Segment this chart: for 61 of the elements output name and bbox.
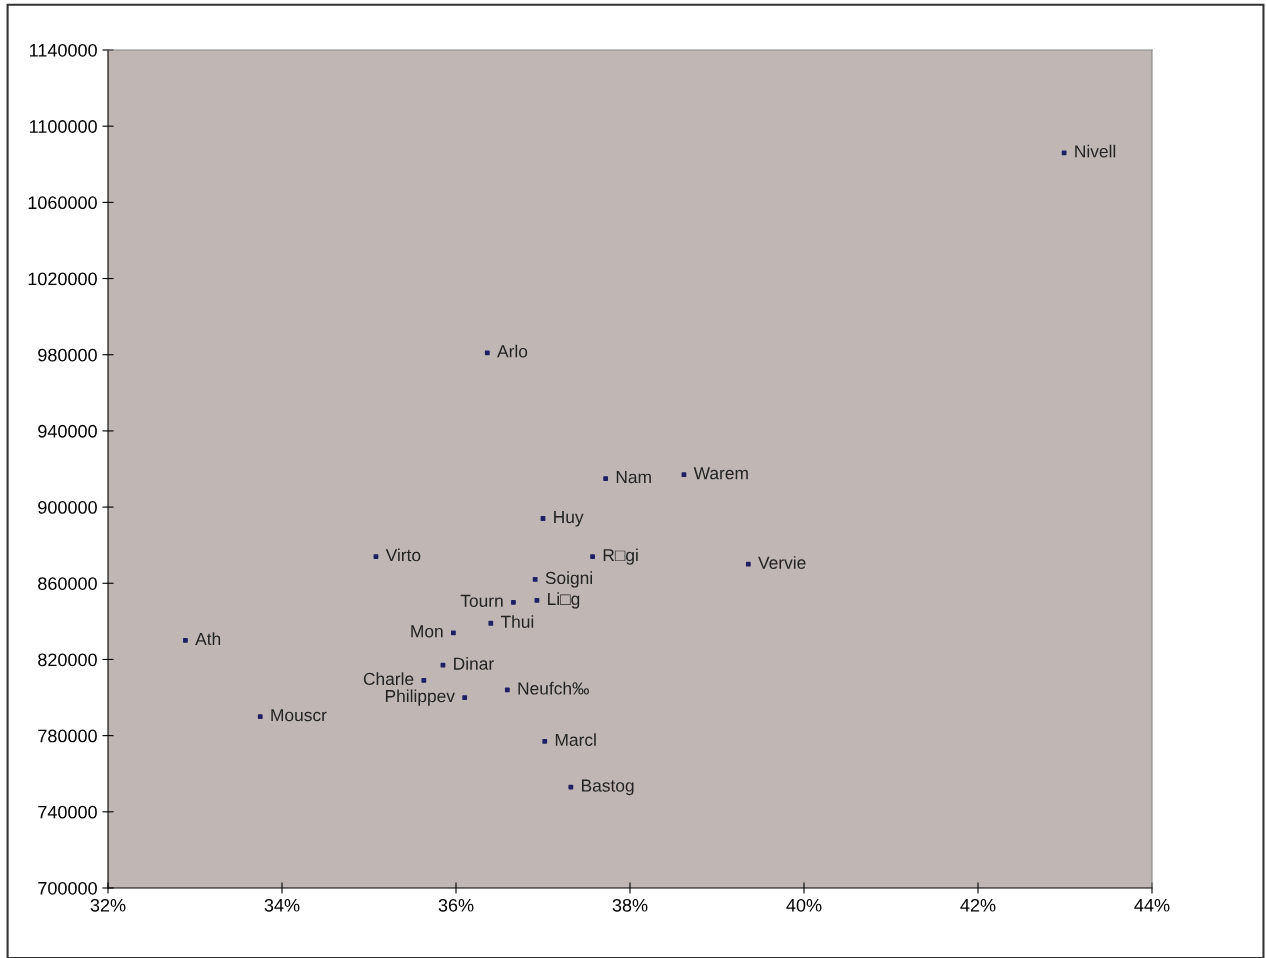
point (440, 662, 446, 668)
data-label: Mon (411, 625, 443, 638)
data-label: Charle (363, 672, 414, 686)
x-tick-label: 36% (438, 898, 474, 912)
point (488, 620, 494, 626)
point (421, 678, 427, 683)
point (450, 630, 456, 636)
point (745, 561, 751, 567)
point (540, 516, 546, 521)
y-tick-label: 860000 (38, 577, 97, 590)
x-tick-label: 44% (1134, 898, 1170, 912)
point (504, 687, 510, 693)
x-tick-label: 38% (612, 898, 648, 912)
y-tick-label: 1140000 (30, 43, 97, 57)
y-tick-label: 780000 (38, 729, 97, 743)
point (511, 599, 516, 605)
data-label: Bastog (581, 779, 634, 796)
x-tick-label: 34% (264, 898, 300, 912)
y-tick-label: 820000 (38, 653, 97, 667)
y-tick-label: 980000 (38, 348, 97, 362)
data-label: Philippev (385, 689, 455, 706)
y-tick-label: 1020000 (28, 272, 97, 286)
point (542, 738, 548, 744)
data-label: Nam (616, 471, 651, 484)
data-label: Virto (385, 548, 421, 562)
x-tick-label: 42% (960, 898, 996, 912)
data-label: Soigni (545, 571, 592, 588)
point (590, 554, 595, 560)
data-label: Vervie (758, 556, 806, 569)
point (373, 554, 379, 560)
data-label: R□gi (603, 548, 638, 565)
data-label: Dinar (454, 657, 494, 670)
data-label: Ath (195, 632, 221, 646)
point (681, 472, 687, 478)
point (462, 695, 468, 700)
data-label: Huy (554, 511, 584, 527)
y-tick-label: 700000 (38, 881, 97, 895)
y-tick-label: 740000 (38, 805, 97, 819)
point (603, 476, 609, 481)
point (1061, 150, 1067, 156)
data-label: Neufch‰ (518, 681, 589, 695)
point (484, 350, 490, 356)
y-tick-label: 940000 (38, 424, 97, 438)
x-tick-label: 40% (786, 898, 822, 912)
data-label: Arlo (497, 344, 528, 358)
point (257, 714, 263, 719)
point (183, 638, 188, 643)
data-label: Warem (693, 467, 748, 480)
data-label: Marcl (555, 733, 596, 747)
point (532, 577, 538, 582)
point (534, 598, 540, 603)
data-label: Thui (500, 615, 534, 628)
y-tick-label: 900000 (38, 501, 97, 514)
data-label: Nivell (1075, 144, 1116, 158)
x-tick-label: 32% (90, 898, 126, 912)
point (568, 784, 574, 790)
y-tick-label: 1060000 (28, 196, 97, 210)
data-label: Li□g (548, 592, 580, 609)
y-tick-label: 1100000 (30, 120, 97, 133)
data-label: Mouscr (271, 709, 327, 722)
data-label: Tourn (460, 594, 503, 607)
